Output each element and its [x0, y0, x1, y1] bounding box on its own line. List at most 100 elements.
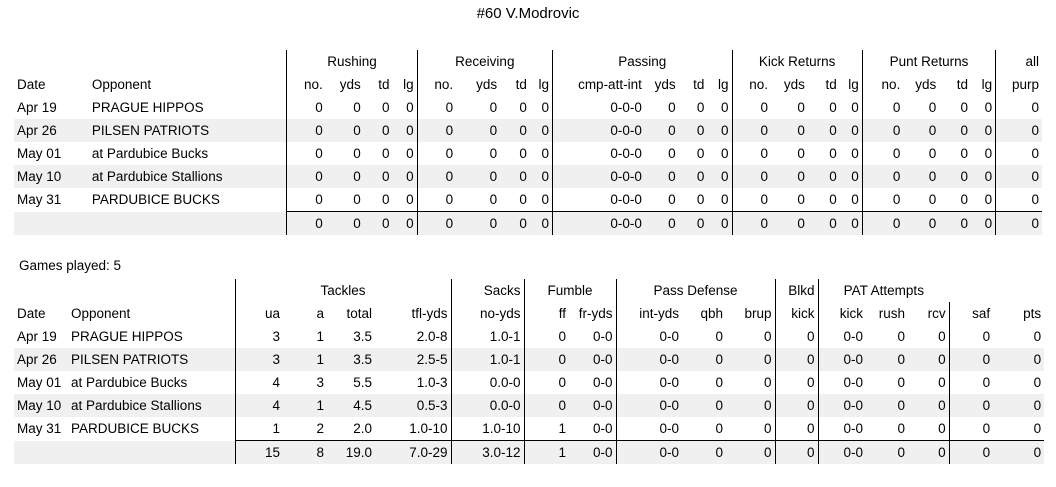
stat-cell: 0	[325, 188, 364, 212]
stat-cell: 0	[807, 165, 840, 188]
stat-cell: 0	[726, 348, 776, 371]
total-cell: 0	[939, 211, 972, 235]
stat-cell: 0	[908, 325, 950, 348]
stat-cell: 0	[866, 417, 909, 441]
opponent-cell: at Pardubice Stallions	[88, 165, 287, 188]
stat-cell: 0	[949, 417, 994, 441]
group-passing: Passing	[552, 50, 733, 73]
stat-cell: 0-0	[569, 325, 617, 348]
total-cell: 0	[325, 211, 364, 235]
stat-cell: 5.5	[327, 371, 375, 394]
column-header: qbh	[700, 305, 724, 321]
stat-cell: 0	[456, 165, 501, 188]
total-cell: 0	[682, 440, 727, 464]
total-cell	[68, 440, 235, 464]
stat-cell: 0	[286, 165, 326, 188]
column-header: yds	[476, 76, 498, 92]
stat-cell: 0	[678, 188, 708, 212]
stat-cell: 0	[707, 96, 733, 119]
stat-cell: 0-0	[615, 348, 683, 371]
date-cell: May 31	[14, 417, 68, 441]
group-pass-defense: Pass Defense	[615, 279, 776, 302]
column-header: tfl-yds	[411, 305, 448, 321]
stat-cell: 0	[731, 188, 771, 212]
stat-cell: 0	[861, 188, 904, 212]
opponent-cell: at Pardubice Bucks	[88, 142, 287, 165]
total-cell: 0	[807, 211, 840, 235]
column-header: a	[316, 305, 324, 321]
table-row: Apr 19 PRAGUE HIPPOS 0 0 0 0 0 0 0 0 0-0-0 0 0 0 0 0 0 0 0…	[14, 96, 1042, 119]
opponent-cell: at Pardubice Stallions	[68, 394, 235, 417]
stat-cell: 0	[707, 165, 733, 188]
stat-cell: 3.5	[327, 325, 375, 348]
defense-stats-table: Tackles Sacks Fumble Pass Defense Blkd P…	[14, 279, 1045, 464]
stat-cell: 0	[644, 142, 679, 165]
stat-cell: 0	[529, 96, 553, 119]
stat-cell: 0	[771, 119, 808, 142]
stat-cell: 0-0	[615, 417, 683, 441]
date-cell: Apr 19	[14, 96, 89, 119]
total-cell: 0	[678, 211, 708, 235]
stat-cell: 2	[283, 417, 327, 441]
stat-cell: 0	[939, 119, 972, 142]
column-header: lg	[718, 76, 729, 92]
stat-cell: 0	[726, 325, 776, 348]
column-header: total	[346, 305, 372, 321]
total-cell: 0-0	[615, 440, 683, 464]
date-cell: May 10	[14, 394, 68, 417]
stat-cell: 0	[995, 96, 1042, 119]
stat-cell: 0	[995, 142, 1042, 165]
stat-cell: 1.0-1	[450, 348, 525, 371]
stat-cell: 0	[939, 165, 972, 188]
column-header: ff	[523, 302, 570, 325]
stat-cell: 0	[392, 165, 418, 188]
column-header: Opponent	[71, 305, 131, 321]
stat-cell: 0	[500, 119, 530, 142]
table-row: May 10 at Pardubice Stallions 0 0 0 0 0 0 0 0 0-0-…	[14, 165, 1042, 188]
total-cell: 0	[908, 440, 950, 464]
stat-cell: 0	[500, 165, 530, 188]
stat-cell: 0	[971, 119, 996, 142]
column-header: lg	[538, 76, 550, 92]
column-header: lg	[981, 76, 993, 92]
table-row: Apr 26 PILSEN PATRIOTS 3 1 3.5 2.5-5 1.0-1 0 0-0…	[14, 348, 1045, 371]
stat-cell: 0-0	[569, 394, 617, 417]
stat-cell: 0	[771, 96, 808, 119]
stat-cell: 0-0	[817, 394, 867, 417]
stat-cell: 0	[949, 325, 994, 348]
column-header: saf	[972, 305, 991, 321]
stat-cell: 1.0-10	[450, 417, 525, 441]
stat-cell: 0	[731, 142, 771, 165]
group-pat-attempts: PAT Attempts	[817, 279, 950, 302]
column-header: no.	[416, 73, 457, 96]
date-cell: May 31	[14, 188, 89, 212]
total-cell: 0	[839, 211, 863, 235]
column-header: no.	[861, 73, 904, 96]
stat-cell: 0-0	[569, 417, 617, 441]
column-header: Opponent	[91, 76, 152, 92]
stat-cell: 0	[682, 371, 727, 394]
opponent-cell: PARDUBICE BUCKS	[68, 417, 235, 441]
stat-cell: 0	[993, 417, 1045, 441]
stat-cell: 0	[392, 142, 418, 165]
stat-cell: 3	[234, 325, 283, 348]
stat-cell: 0	[807, 119, 840, 142]
stat-cell: 0	[529, 119, 553, 142]
column-header: kick	[817, 302, 867, 325]
stat-cell: 1.0-3	[375, 371, 452, 394]
table-row: May 01 at Pardubice Bucks 0 0 0 0 0 0 0 0 0-0-0 0 0 0…	[14, 142, 1042, 165]
column-header: td	[693, 76, 705, 92]
stat-cell: 1.0-1	[450, 325, 525, 348]
games-played: Games played: 5	[19, 258, 122, 273]
stat-cell: 0-0	[817, 371, 867, 394]
stat-cell: 0	[731, 165, 771, 188]
stat-cell: 0	[774, 325, 819, 348]
date-cell: May 01	[14, 371, 68, 394]
stat-cell: 0	[807, 188, 840, 212]
stat-cell: 4	[234, 371, 283, 394]
stat-cell: 0	[903, 96, 940, 119]
total-cell: 0	[726, 440, 776, 464]
stat-cell: 0	[529, 165, 553, 188]
stat-cell: 0-0	[817, 417, 867, 441]
total-cell: 1	[523, 440, 570, 464]
